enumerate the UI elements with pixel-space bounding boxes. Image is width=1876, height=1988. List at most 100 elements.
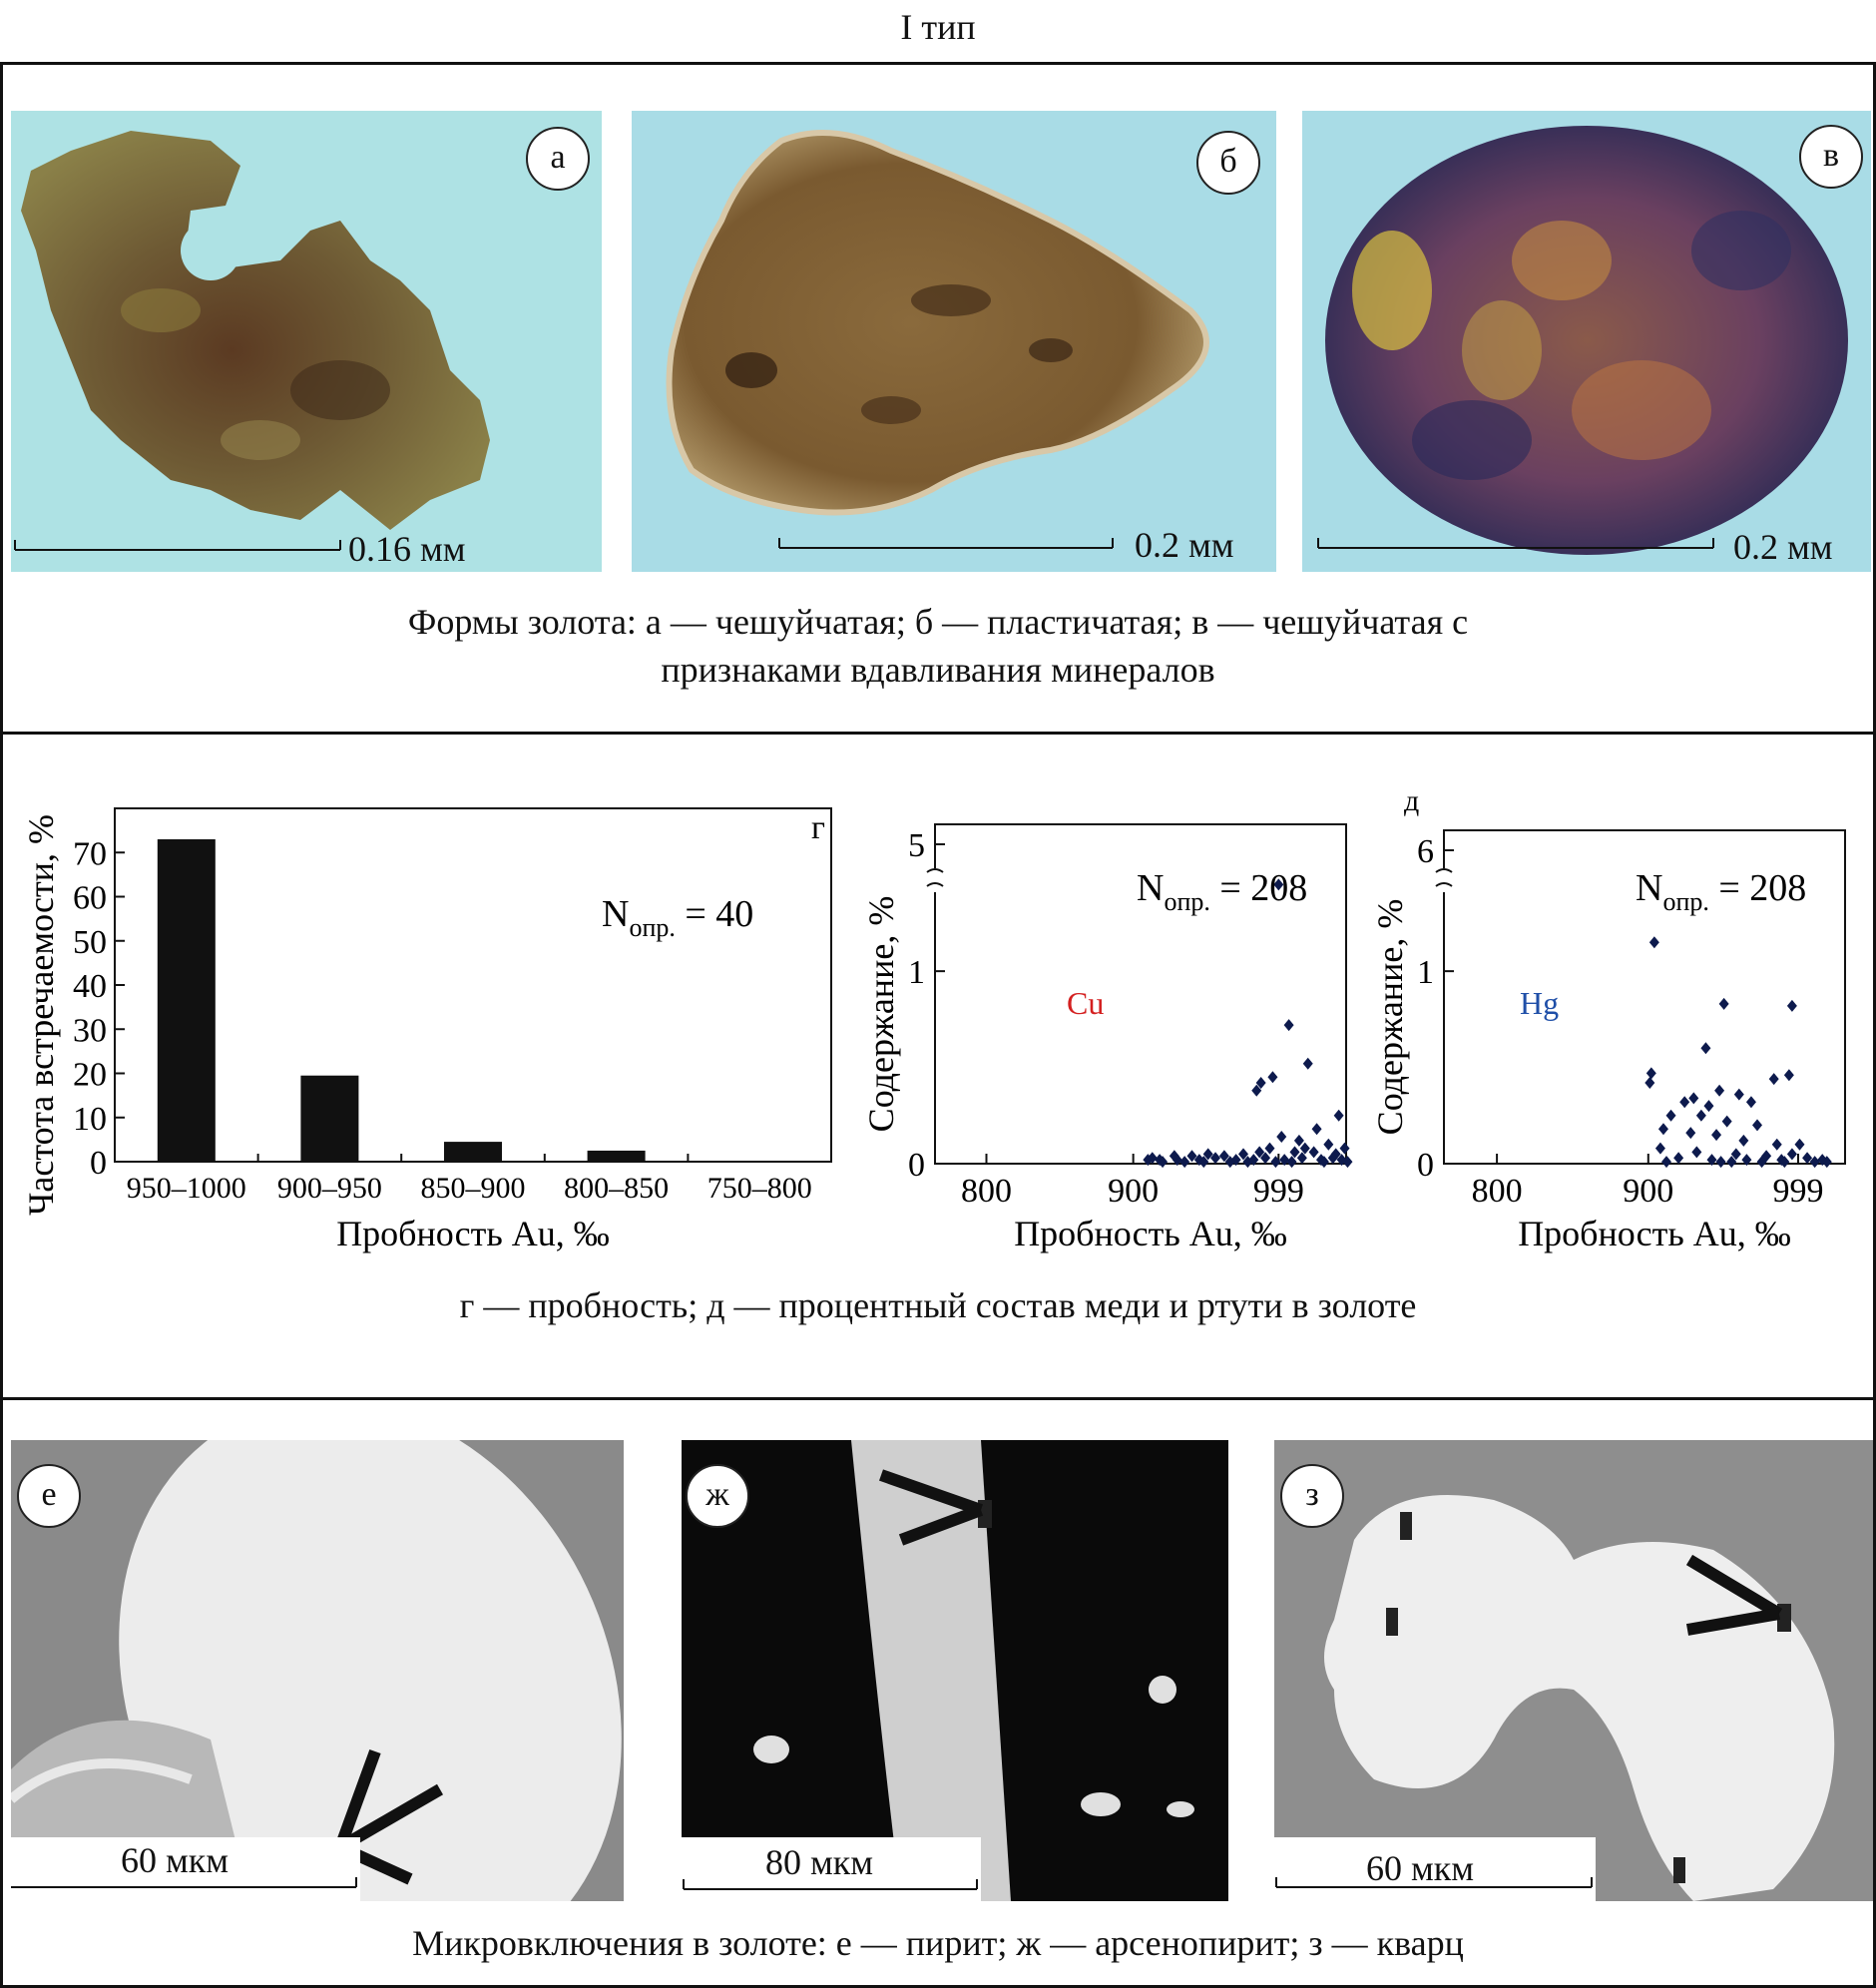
scalebar-zh [683, 1879, 978, 1890]
cu-chart-group: 0 1 5 800 900 999 Cu Пробность Au, ‰ Содержание,… [861, 823, 1353, 1253]
hg-chart-group: 0 1 6 800 900 999 Hg Пробность Au, ‰ Содержание,… [1370, 784, 1846, 1253]
scalebar-a [14, 540, 341, 551]
hg-point [1711, 1129, 1722, 1142]
cu-point [1254, 1146, 1265, 1159]
bar-x-tick-label: 800–850 [564, 1172, 669, 1205]
cu-x-axis-label: Пробность Au, ‰ [1014, 1214, 1287, 1253]
cu-point [1260, 1152, 1271, 1165]
hg-point [1821, 1156, 1832, 1169]
scale-label-a: 0.16 мм [348, 529, 466, 569]
cu-point [1283, 1019, 1294, 1032]
bar-x-axis-label: Пробность Au, ‰ [336, 1214, 610, 1253]
bar-x-tick-label: 850–900 [421, 1172, 526, 1205]
cu-point [1293, 1134, 1304, 1147]
hg-x-tick-label: 900 [1623, 1173, 1673, 1210]
cu-point [1242, 1156, 1253, 1169]
scalebar-bg-z [1274, 1837, 1596, 1901]
scalebar-e [11, 1877, 357, 1888]
cu-point [1198, 1156, 1209, 1169]
cu-point [1318, 1156, 1329, 1169]
label-zh: ж [686, 1464, 749, 1528]
hg-point [1660, 1156, 1671, 1169]
cu-point [1339, 1142, 1350, 1155]
bar-n-annotation: Nопр. = 40 [602, 893, 753, 942]
label-z: з [1280, 1464, 1344, 1528]
cu-point [1179, 1156, 1190, 1169]
bar-n-letter: N [602, 893, 629, 935]
cu-point [1255, 1077, 1266, 1089]
photo-v: в 0.2 мм [1302, 111, 1871, 572]
bar-x-tick-label: 750–800 [707, 1172, 812, 1205]
hg-point [1679, 1096, 1690, 1109]
label-b: б [1196, 131, 1260, 195]
cu-plot-frame [934, 823, 1347, 1165]
label-a: а [526, 127, 590, 191]
bar-y-tick-label: 50 [73, 924, 107, 961]
sem-image-z [1324, 1495, 1835, 1901]
cu-point [1289, 1146, 1300, 1159]
cu-point [1279, 1154, 1290, 1167]
cu-point [1273, 878, 1284, 891]
hg-point [1809, 1156, 1820, 1169]
cu-y-tick-label: 1 [908, 954, 925, 991]
hg-point [1802, 1152, 1813, 1165]
cu-x-tick-label: 900 [1108, 1173, 1159, 1210]
cu-point [1147, 1152, 1158, 1165]
hg-point [1771, 1138, 1782, 1151]
hg-point [1715, 1156, 1726, 1169]
hg-point [1786, 1148, 1797, 1161]
scalebar-z [1275, 1877, 1593, 1888]
scalebar-b [778, 538, 1114, 549]
photo-e: е 60 мкм [11, 1440, 624, 1901]
bar-n-value: = 40 [676, 893, 753, 935]
cu-point [1308, 1146, 1319, 1159]
hg-point [1654, 1142, 1665, 1155]
hg-point [1706, 1154, 1717, 1167]
label-e: е [17, 1464, 81, 1528]
panel-charts: 0 10 20 30 40 50 60 70 950–1000 900–950 850–900 800… [0, 732, 1876, 1400]
hg-x-tick-label: 999 [1772, 1173, 1823, 1210]
hg-y-tick-label: 0 [1417, 1147, 1434, 1184]
cu-axis-break-mark [926, 868, 944, 873]
hg-point [1733, 1088, 1744, 1101]
label-v: в [1799, 125, 1863, 189]
gold-flake-a [21, 131, 490, 530]
bar-plot-frame [114, 807, 832, 1163]
cu-point [1210, 1152, 1221, 1165]
cu-point [1193, 1154, 1204, 1167]
cu-point [1299, 1142, 1310, 1155]
panel1-caption-line2: признаками вдавливания минералов [661, 650, 1215, 690]
hg-point [1730, 1148, 1741, 1161]
hg-point [1644, 1077, 1655, 1089]
scale-label-e: 60 мкм [121, 1840, 230, 1880]
hg-point [1794, 1138, 1805, 1151]
hg-point [1673, 1152, 1684, 1165]
hg-axis-break-mark [1435, 882, 1453, 887]
cu-point [1330, 1148, 1341, 1161]
cu-point [1230, 1154, 1241, 1167]
hg-point [1741, 1154, 1752, 1167]
bar [444, 1142, 502, 1162]
panel1-caption-line1: Формы золота: а — чешуйчатая; б — пласти… [407, 602, 1469, 642]
cu-n-value: = 208 [1210, 867, 1307, 909]
cu-x-tick-label: 800 [961, 1173, 1012, 1210]
scalebar-bg-e [11, 1837, 360, 1901]
hg-point [1703, 1100, 1714, 1113]
chart-fineness-histogram: 0 10 20 30 40 50 60 70 950–1000 900–950 850–900 800… [21, 807, 832, 1253]
bar [587, 1150, 646, 1162]
hg-point [1645, 1067, 1656, 1080]
hg-point [1657, 1123, 1668, 1136]
gold-flake-v [1325, 126, 1848, 555]
cu-point [1186, 1150, 1197, 1163]
chart-cu-scatter: 0 1 5 800 900 999 Cu Пробность Au, ‰ Содержание,… [861, 823, 1353, 1253]
chart-hg-scatter: 0 1 6 800 900 999 Hg Пробность Au, ‰ Содержание,… [1370, 784, 1846, 1253]
bar [157, 838, 216, 1162]
hg-point [1665, 1109, 1676, 1122]
scale-label-v: 0.2 мм [1733, 527, 1833, 567]
sem-image-zh [753, 1440, 1194, 1901]
hg-n-value: = 208 [1709, 867, 1806, 909]
scalebar-bg-zh [682, 1837, 981, 1901]
hg-plot-frame [1443, 829, 1846, 1165]
bar-x-tick-label: 950–1000 [127, 1172, 246, 1205]
bar-y-tick-label: 20 [73, 1057, 107, 1094]
